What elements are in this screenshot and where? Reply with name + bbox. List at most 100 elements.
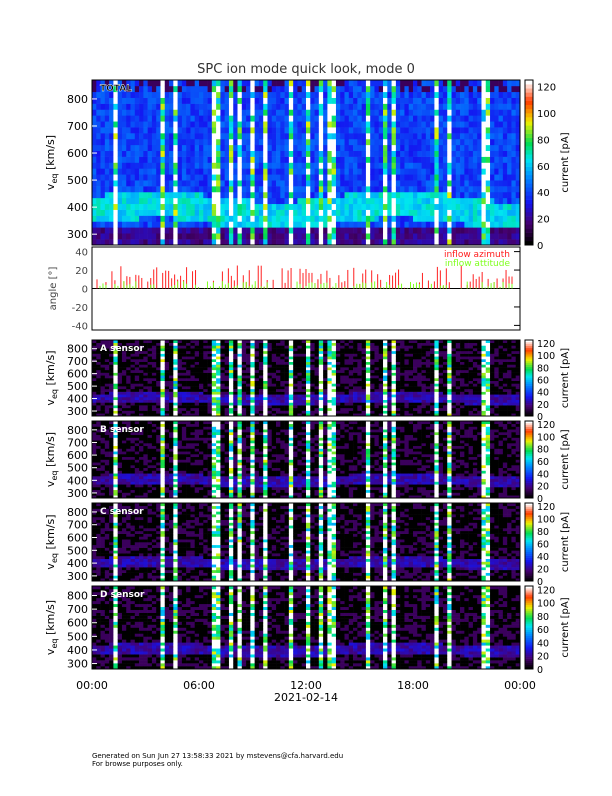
colorbar-cell — [525, 187, 533, 191]
spectrogram-cell — [494, 198, 499, 204]
spectrogram-cell — [92, 381, 97, 384]
spectrogram-cell — [242, 400, 247, 403]
spectrogram-cell — [122, 394, 127, 397]
spectrogram-cell — [396, 381, 401, 384]
spectrogram-cell — [396, 392, 401, 395]
spectrogram-cell — [310, 405, 315, 408]
spectrogram-cell — [148, 354, 153, 357]
spectrogram-cell — [118, 104, 123, 110]
spectrogram-cell — [366, 378, 371, 381]
spectrogram-cell — [92, 362, 97, 365]
spectrogram-cell — [238, 408, 243, 411]
spectrogram-cell — [396, 405, 401, 408]
spectrogram-cell — [439, 109, 444, 115]
spectrogram-cell — [357, 397, 362, 400]
spectrogram-cell — [323, 186, 328, 192]
spectrogram-cell — [96, 133, 101, 139]
spectrogram-cell — [208, 370, 213, 373]
spectrogram-cell — [413, 389, 418, 392]
spectrogram-cell — [250, 210, 255, 216]
spectrogram-cell — [139, 145, 144, 151]
spectrogram-cell — [101, 367, 106, 370]
spectrogram-cell — [379, 92, 384, 98]
spectrogram-cell — [139, 227, 144, 233]
spectrogram-cell — [490, 92, 495, 98]
spectrogram-cell — [169, 402, 174, 405]
spectrogram-cell — [190, 400, 195, 403]
spectrogram-cell — [195, 86, 200, 92]
spectrogram-cell — [387, 378, 392, 381]
spectrogram-cell — [238, 386, 243, 389]
spectrogram-cell — [195, 411, 200, 414]
spectrogram-cell — [212, 405, 217, 408]
spectrogram-cell — [255, 383, 260, 386]
spectrogram-cell — [152, 86, 157, 92]
spectrogram-cell — [370, 373, 375, 376]
spectrogram-cell — [370, 239, 375, 245]
spectrogram-cell — [203, 400, 208, 403]
spectrogram-cell — [139, 378, 144, 381]
spectrogram-cell — [131, 392, 136, 395]
spectrogram-cell — [404, 174, 409, 180]
spectrogram-cell — [345, 80, 350, 86]
spectrogram-cell — [156, 378, 161, 381]
spectrogram-cell — [285, 186, 290, 192]
spectrogram-cell — [439, 139, 444, 145]
spectrogram-cell — [169, 133, 174, 139]
spectrogram-cell — [404, 180, 409, 186]
spectrogram-cell — [122, 109, 127, 115]
colorbar-cell — [525, 138, 533, 142]
spectrogram-cell — [233, 104, 238, 110]
spectrogram-cell — [169, 362, 174, 365]
spectrogram-cell — [413, 375, 418, 378]
spectrogram-cell — [96, 370, 101, 373]
spectrogram-cell — [297, 386, 302, 389]
spectrogram-cell — [319, 168, 324, 174]
spectrogram-cell — [139, 364, 144, 367]
spectrogram-cell — [143, 345, 148, 348]
spectrogram-cell — [242, 381, 247, 384]
spectrogram-cell — [109, 145, 114, 151]
spectrogram-cell — [469, 157, 474, 163]
spectrogram-cell — [182, 381, 187, 384]
spectrogram-cell — [370, 359, 375, 362]
spectrogram-cell — [362, 210, 367, 216]
spectrogram-cell — [165, 359, 170, 362]
spectrogram-cell — [148, 109, 153, 115]
spectrogram-cell — [400, 227, 405, 233]
spectrogram-cell — [340, 227, 345, 233]
spectrogram-cell — [225, 186, 230, 192]
spectrogram-cell — [118, 381, 123, 384]
spectrogram-cell — [404, 98, 409, 104]
spectrogram-cell — [387, 145, 392, 151]
spectrogram-cell — [276, 168, 281, 174]
spectrogram-cell — [208, 145, 213, 151]
spectrogram-cell — [490, 157, 495, 163]
spectrogram-cell — [413, 392, 418, 395]
spectrogram-cell — [400, 375, 405, 378]
spectrogram-cell — [143, 157, 148, 163]
spectrogram-cell — [126, 139, 131, 145]
spectrogram-cell — [152, 362, 157, 365]
spectrogram-cell — [118, 145, 123, 151]
spectrogram-cell — [173, 394, 178, 397]
spectrogram-cell — [422, 109, 427, 115]
spectrogram-cell — [383, 186, 388, 192]
spectrogram-cell — [238, 394, 243, 397]
spectrogram-cell — [173, 92, 178, 98]
spectrogram-cell — [195, 405, 200, 408]
spectrogram-cell — [396, 139, 401, 145]
spectrogram-cell — [447, 168, 452, 174]
y-tick-label: 600 — [67, 147, 88, 160]
spectrogram-cell — [396, 216, 401, 222]
spectrogram-cell — [148, 192, 153, 198]
spectrogram-cell — [285, 359, 290, 362]
spectrogram-cell — [494, 127, 499, 133]
spectrogram-cell — [169, 373, 174, 376]
spectrogram-cell — [323, 354, 328, 357]
spectrogram-cell — [477, 198, 482, 204]
spectrogram-cell — [503, 109, 508, 115]
spectrogram-cell — [267, 192, 272, 198]
spectrogram-cell — [417, 92, 422, 98]
spectrogram-cell — [357, 354, 362, 357]
